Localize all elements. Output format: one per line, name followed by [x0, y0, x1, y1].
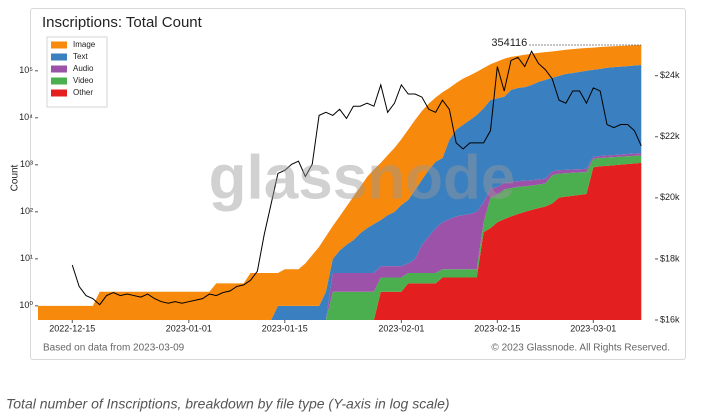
x-tick-label: 2023-03-01 [570, 323, 616, 333]
y2-tick-label: $18k [660, 253, 680, 263]
chart-title: Inscriptions: Total Count [42, 14, 203, 31]
x-tick-label: 2022-12-15 [49, 323, 95, 333]
area-audio [38, 153, 642, 320]
y2-tick-label: $24k [660, 70, 680, 80]
overlay: glassnode 354116 10⁰ 10¹ 10² 10³ 10⁴ 10⁵ $16k $18… [19, 36, 680, 333]
watermark: glassnode [209, 143, 516, 212]
y2-tick-label: $20k [660, 192, 680, 202]
y-axis-label: Count [10, 164, 21, 191]
x-tick-label: 2023-02-01 [378, 323, 424, 333]
source-note: Based on data from 2023-03-09 [43, 343, 185, 354]
chart-card [30, 8, 686, 360]
y-tick-label: 10⁰ [19, 300, 33, 310]
y2-tick-label: $22k [660, 131, 680, 141]
y-tick-label: 10³ [20, 159, 33, 169]
copyright: © 2023 Glassnode. All Rights Reserved. [491, 343, 670, 354]
legend-swatch [51, 65, 67, 73]
legend-label: Audio [73, 64, 94, 73]
y-tick-label: 10⁴ [19, 112, 33, 122]
y-tick-label: 10⁵ [19, 65, 33, 75]
y2-tick-label: $16k [660, 314, 680, 324]
price-line [71, 50, 642, 306]
legend-swatch [51, 77, 67, 85]
caption: Total number of Inscriptions, breakdown … [6, 396, 450, 412]
legend-label: Other [73, 88, 93, 97]
y-tick-label: 10² [20, 206, 33, 216]
legend-swatch [51, 53, 67, 61]
legend-swatch [51, 41, 67, 49]
plot-area [38, 44, 642, 320]
legend-label: Image [73, 40, 96, 49]
legend-label: Video [73, 76, 94, 85]
annotation: 354116 [491, 37, 527, 49]
legend-swatch [51, 89, 67, 97]
area-other [38, 162, 642, 320]
x-tick-label: 2023-02-15 [474, 323, 520, 333]
x-tick-label: 2023-01-01 [166, 323, 212, 333]
y-tick-label: 10¹ [20, 253, 33, 263]
legend-label: Text [73, 52, 88, 61]
x-tick-label: 2023-01-15 [262, 323, 308, 333]
